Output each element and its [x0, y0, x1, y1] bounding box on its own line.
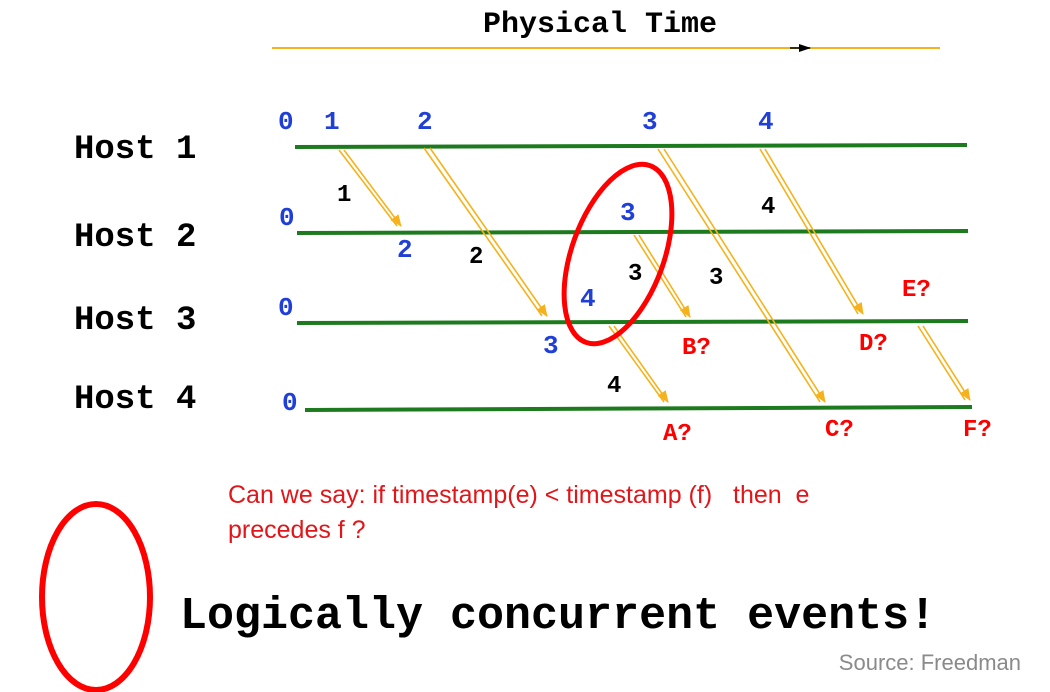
message-arrow-h1-h3 [423, 147, 548, 317]
clock-h1-2: 2 [417, 107, 433, 137]
clock-h4-0: 0 [282, 388, 298, 418]
msg-label-2: 2 [469, 244, 483, 271]
question-c: C? [825, 417, 854, 444]
clock-h1-3: 3 [642, 107, 658, 137]
question-e: E? [902, 277, 931, 304]
question-d: D? [859, 331, 888, 358]
question-text-line1: Can we say: if timestamp(e) < timestamp … [228, 481, 809, 509]
question-f: F? [963, 417, 992, 444]
timeline-host-1 [294, 143, 968, 149]
clock-h2-2: 2 [397, 235, 413, 265]
clock-h1-4: 4 [758, 107, 774, 137]
question-text-line2: precedes f ? [228, 516, 366, 544]
msg-label-1: 1 [337, 182, 351, 209]
msg-label-3a: 3 [628, 261, 642, 288]
clock-h2-3: 3 [620, 198, 636, 228]
host-label-4: Host 4 [74, 381, 196, 419]
clock-h3-0: 0 [278, 293, 294, 323]
host-label-3: Host 3 [74, 302, 196, 340]
clock-h2-0: 0 [279, 203, 295, 233]
legend-ellipse [39, 501, 153, 692]
concurrent-events-ellipse [561, 161, 675, 347]
msg-label-3b: 3 [709, 265, 723, 292]
timeline-host-2 [296, 229, 969, 235]
diagram-title: Physical Time [483, 8, 717, 42]
message-arrow-h1-h4 [657, 148, 826, 403]
message-arrow-h1-h3-late [759, 148, 864, 315]
clock-h1-1: 1 [324, 107, 340, 137]
message-arrow-h3-h4 [608, 325, 669, 403]
question-b: B? [682, 335, 711, 362]
legend-text: Logically concurrent events! [180, 591, 936, 642]
host-label-2: Host 2 [74, 219, 196, 257]
message-arrow-h3-h4-late [917, 325, 971, 401]
msg-label-4b: 4 [607, 373, 621, 400]
host-label-1: Host 1 [74, 131, 196, 169]
clock-h1-0: 0 [278, 107, 294, 137]
question-a: A? [663, 421, 692, 448]
timeline-host-4 [304, 405, 973, 412]
clock-h3-3: 3 [543, 331, 559, 361]
message-arrow-h1-h2 [338, 149, 402, 227]
clock-h3-4: 4 [580, 284, 596, 314]
msg-label-4a: 4 [761, 194, 775, 221]
source-credit: Source: Freedman [839, 650, 1021, 675]
